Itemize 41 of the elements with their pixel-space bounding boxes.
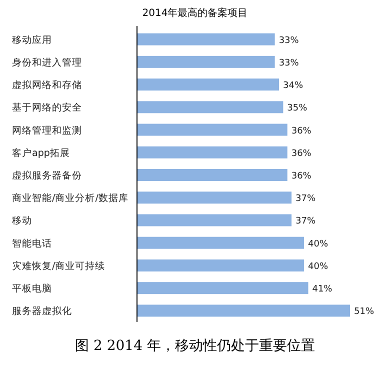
bar (137, 259, 304, 272)
data-label: 36% (291, 148, 312, 159)
y-tick-label: 网络管理和监测 (12, 124, 82, 136)
data-label: 33% (278, 36, 300, 46)
bar (137, 146, 288, 158)
data-label: 37% (296, 216, 316, 227)
y-tick-label: 客户app拓展 (12, 146, 70, 159)
bar (137, 33, 275, 46)
data-label: 37% (296, 194, 316, 204)
data-label: 33% (278, 58, 300, 68)
y-tick-label: 平板电脑 (12, 282, 52, 295)
y-tick-label: 虚拟服务器备份 (12, 170, 82, 182)
data-label: 51% (354, 307, 374, 318)
y-tick-label: 虚拟网络和存储 (12, 79, 82, 92)
y-tick-label: 基于网络的安全 (12, 102, 82, 114)
caption: 图 2 2014 年，移动性仍处于重要位置 (75, 338, 315, 354)
data-label: 34% (283, 81, 304, 92)
bar (137, 124, 288, 136)
data-label: 35% (287, 104, 308, 114)
y-tick-label: 商业智能/商业分析/数据库 (12, 192, 128, 204)
data-label: 36% (291, 172, 312, 182)
data-label: 36% (291, 126, 312, 136)
bar (137, 169, 288, 181)
bar (137, 78, 279, 91)
y-tick-label: 灾难恢复/商业可持续 (12, 260, 106, 272)
data-label: 40% (308, 239, 329, 250)
y-tick-label: 智能电话 (12, 237, 52, 250)
y-tick-label: 移动应用 (12, 34, 52, 46)
chart-title: 2014年最高的备案项目 (142, 7, 248, 19)
bar (137, 236, 304, 249)
y-tick-label: 移动 (12, 214, 32, 227)
bar (137, 192, 292, 204)
bar (137, 214, 292, 226)
data-label: 40% (308, 262, 329, 272)
bar (137, 101, 284, 114)
bar (137, 304, 350, 317)
bar (137, 56, 275, 68)
y-tick-label: 身份和进入管理 (12, 56, 82, 68)
bar (137, 282, 308, 294)
data-label: 41% (312, 284, 333, 295)
y-tick-label: 服务器虚拟化 (12, 305, 72, 318)
